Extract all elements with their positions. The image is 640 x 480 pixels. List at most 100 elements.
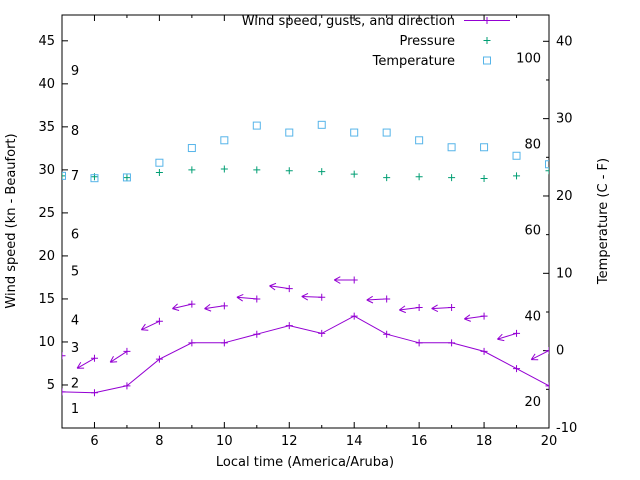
gust-direction-arrow <box>497 332 517 342</box>
y-left-tick-label: 40 <box>38 77 55 92</box>
temperature-point <box>512 151 521 160</box>
pressure-point <box>220 165 228 173</box>
temperature-point <box>382 128 391 137</box>
temperature-point <box>122 173 131 182</box>
pressure-point <box>545 167 549 175</box>
temperature-point <box>252 121 261 130</box>
wind-speed-point <box>415 339 423 347</box>
x-tick-label: 14 <box>346 434 363 449</box>
pressure-point <box>62 172 66 180</box>
temperature-point <box>480 143 489 152</box>
wind-speed-point <box>285 322 293 330</box>
y-left-tick-label: 30 <box>38 163 55 178</box>
beaufort-label: 1 <box>71 402 79 417</box>
wind-speed-point <box>513 365 521 373</box>
gust-direction-arrow <box>62 355 63 357</box>
pressure-point <box>253 166 261 174</box>
wind-speed-point <box>62 388 66 396</box>
gust-point <box>545 347 549 355</box>
legend-label: Pressure <box>399 34 455 49</box>
gust-direction-arrow <box>530 350 549 361</box>
beaufort-label: 5 <box>71 264 79 279</box>
x-tick-label: 18 <box>476 434 493 449</box>
beaufort-label: 9 <box>71 64 79 79</box>
legend-label: Temperature <box>372 54 455 69</box>
wind-speed-point <box>350 312 358 320</box>
y-right-axis-title: Temperature (C - F) <box>596 158 611 285</box>
gust-direction-arrow <box>109 350 128 363</box>
wind-speed-point <box>123 382 131 390</box>
gust-point <box>123 347 131 355</box>
y-right-tick-label: 10 <box>556 266 573 281</box>
gust-direction-arrow <box>333 276 355 284</box>
pressure-point <box>415 173 423 181</box>
beaufort-label: 7 <box>71 169 79 184</box>
pressure-point <box>155 168 163 176</box>
pressure-point <box>383 174 391 182</box>
axes: 6 8 10 12 14 16 18 2051015202530354045-10010203… <box>38 15 577 449</box>
legend-label: Wind speed, gusts, and direction <box>242 14 455 29</box>
gust-direction-arrow <box>172 303 193 311</box>
pressure-point <box>188 166 196 174</box>
y-left-tick-label: 35 <box>38 120 55 135</box>
gust-point <box>513 329 521 337</box>
fahrenheit-label: 60 <box>524 223 541 238</box>
pressure-point <box>448 174 456 182</box>
data-series <box>62 120 549 397</box>
legend-marker <box>483 17 491 24</box>
y-left-tick-label: 10 <box>38 335 55 350</box>
temperature-point <box>350 128 359 137</box>
x-tick-label: 8 <box>155 434 163 449</box>
y-left-tick-label: 15 <box>38 292 55 307</box>
y-left-tick-label: 20 <box>38 249 55 264</box>
wind-speed-point <box>220 339 228 347</box>
gust-direction-arrow <box>269 282 290 291</box>
fahrenheit-label: 40 <box>524 309 541 324</box>
y-left-tick-label: 45 <box>38 34 55 49</box>
temperature-point <box>220 136 229 145</box>
gust-direction-arrow <box>464 314 485 322</box>
plot-border <box>61 14 550 429</box>
gust-direction-arrow <box>399 305 420 314</box>
x-tick-label: 20 <box>541 434 558 449</box>
pressure-point <box>350 170 358 178</box>
legend-marker <box>483 56 491 65</box>
wind-speed-point <box>383 330 391 338</box>
y-right-tick-label: 0 <box>556 344 564 359</box>
pressure-point <box>318 168 326 176</box>
y-left-axis-title: Wind speed (kn - Beaufort) <box>4 133 19 308</box>
y-right-tick-label: -10 <box>556 421 577 436</box>
wind-speed-point <box>155 355 163 363</box>
temperature-point <box>447 143 456 152</box>
x-tick-label: 10 <box>216 434 233 449</box>
wind-speed-point <box>188 339 196 347</box>
beaufort-label: 4 <box>71 313 79 328</box>
y-right-tick-label: 30 <box>556 112 573 127</box>
temperature-point <box>62 171 66 180</box>
y-left-tick-label: 25 <box>38 206 55 221</box>
beaufort-label: 8 <box>71 124 79 139</box>
temperature-point <box>155 158 164 167</box>
fahrenheit-label: 20 <box>524 395 541 410</box>
gust-direction-arrow <box>76 357 95 369</box>
temperature-point <box>187 144 196 153</box>
fahrenheit-label: 80 <box>524 137 541 152</box>
pressure-point <box>123 174 131 182</box>
gust-direction-arrow <box>431 304 452 313</box>
beaufort-label: 3 <box>71 341 79 356</box>
gust-direction-arrow <box>140 320 160 331</box>
x-tick-label: 16 <box>411 434 428 449</box>
temperature-point <box>90 174 99 183</box>
wind-speed-point <box>253 330 261 338</box>
wind-speed-point <box>318 329 326 337</box>
temperature-point <box>317 120 326 129</box>
wind-speed-point <box>545 382 549 390</box>
y-right-tick-label: 20 <box>556 189 573 204</box>
legend-marker <box>483 37 491 44</box>
wind-speed-line <box>62 315 549 394</box>
pressure-point <box>513 172 521 180</box>
wind-speed-point <box>448 339 456 347</box>
gust-direction-arrow <box>204 304 225 312</box>
